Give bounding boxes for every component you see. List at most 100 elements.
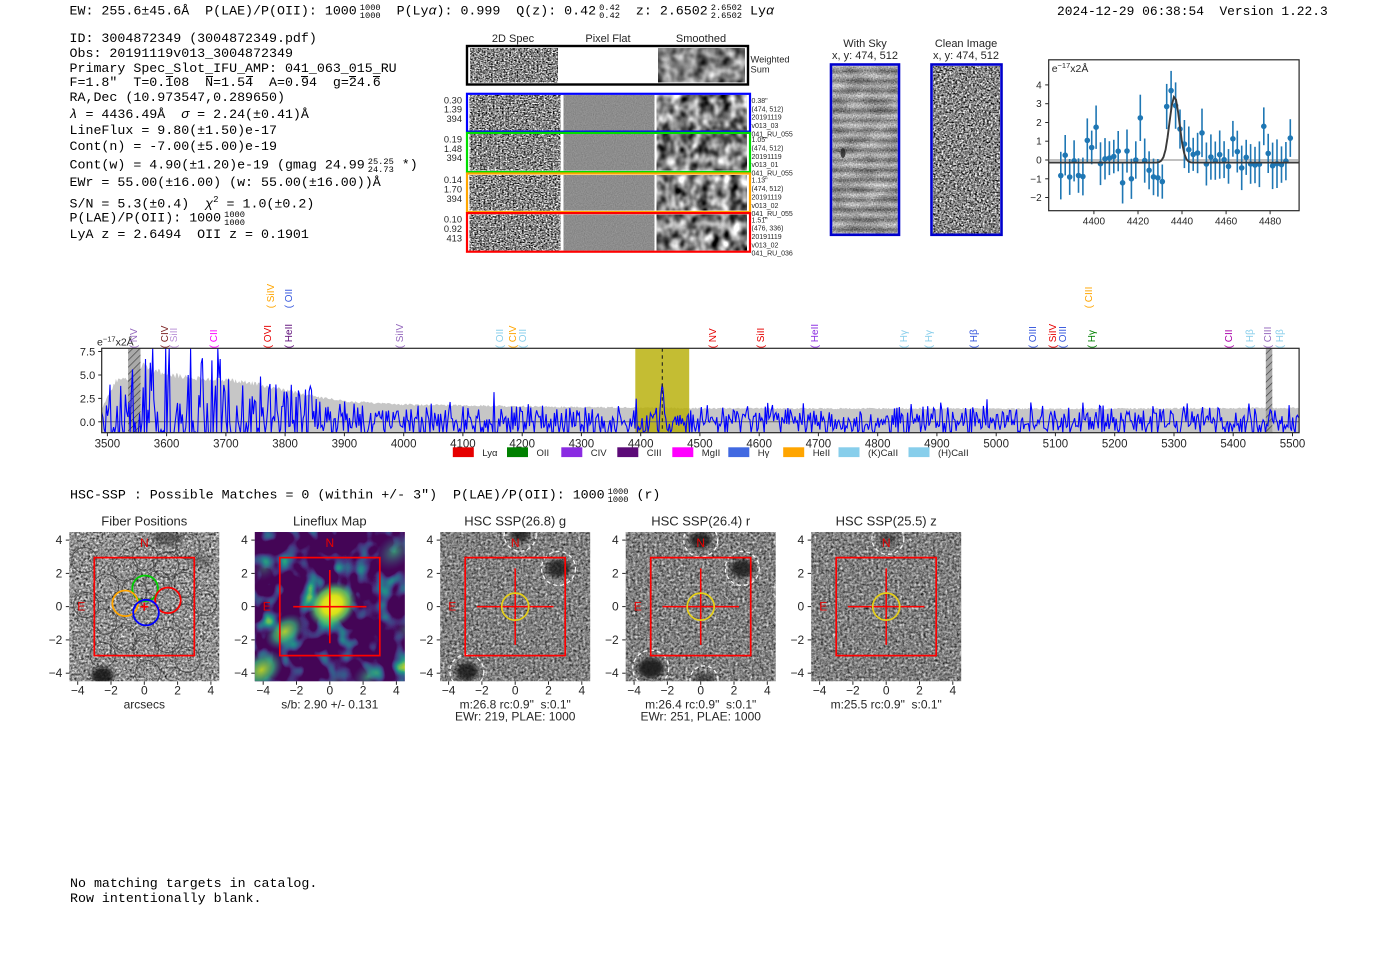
svg-text:−2: −2 (475, 684, 489, 698)
svg-text:0: 0 (56, 600, 63, 614)
svg-text:3800: 3800 (272, 439, 298, 451)
svg-text:N: N (325, 536, 334, 550)
svg-text:( Hγ: ( Hγ (924, 330, 935, 348)
svg-text:x, y: 474, 512: x, y: 474, 512 (933, 50, 999, 62)
svg-text:5200: 5200 (1102, 439, 1128, 451)
svg-text:−2: −2 (605, 633, 619, 647)
svg-text:EWr: 219, PLAE: 1000: EWr: 219, PLAE: 1000 (455, 710, 576, 724)
svg-text:394: 394 (446, 153, 462, 163)
svg-text:1.13": 1.13" (752, 178, 769, 185)
svg-text:E: E (819, 600, 827, 614)
svg-text:0.19: 0.19 (444, 134, 462, 144)
svg-text:−2: −2 (420, 633, 434, 647)
svg-text:1.39: 1.39 (444, 105, 462, 115)
svg-text:−2: −2 (290, 684, 304, 698)
svg-text:CIV: CIV (591, 448, 608, 459)
svg-text:4480: 4480 (1259, 217, 1282, 228)
svg-text:( CII: ( CII (1224, 329, 1235, 348)
svg-text:3700: 3700 (213, 439, 239, 451)
svg-text:2: 2 (545, 684, 552, 698)
svg-text:4: 4 (241, 533, 248, 547)
svg-text:−2: −2 (846, 684, 860, 698)
svg-text:041_RU_055: 041_RU_055 (752, 171, 793, 178)
svg-text:( NV: ( NV (129, 328, 140, 348)
svg-text:1.70: 1.70 (444, 184, 462, 194)
svg-text:( SiIV: ( SiIV (1048, 324, 1059, 349)
svg-text:1.05": 1.05" (752, 137, 769, 144)
svg-text:0: 0 (241, 600, 248, 614)
svg-text:1.48: 1.48 (444, 144, 462, 154)
svg-text:( Hγ: ( Hγ (899, 330, 910, 348)
svg-text:Sum: Sum (751, 65, 770, 75)
svg-text:4420: 4420 (1127, 217, 1150, 228)
svg-text:4: 4 (56, 533, 63, 547)
svg-text:( SiIV: ( SiIV (266, 284, 277, 309)
svg-text:2: 2 (427, 566, 434, 580)
svg-text:(H)CaII: (H)CaII (938, 448, 969, 459)
svg-text:0: 0 (1036, 156, 1042, 167)
svg-text:HeII: HeII (813, 448, 830, 459)
svg-text:−4: −4 (71, 684, 85, 698)
svg-text:20191119: 20191119 (752, 234, 782, 241)
svg-text:1: 1 (1036, 137, 1042, 148)
svg-text:−4: −4 (605, 666, 619, 680)
svg-text:OII: OII (537, 448, 550, 459)
svg-text:s/b: 2.90 +/- 0.131: s/b: 2.90 +/- 0.131 (281, 698, 378, 712)
svg-text:−4: −4 (256, 684, 270, 698)
svg-text:7.5: 7.5 (80, 347, 95, 359)
svg-text:( OIII: ( OIII (1058, 326, 1069, 348)
svg-text:v013_03: v013_03 (752, 123, 779, 130)
svg-text:N: N (882, 536, 891, 550)
svg-text:5.0: 5.0 (80, 370, 95, 382)
svg-text:−4: −4 (420, 666, 434, 680)
svg-text:4700: 4700 (806, 439, 832, 451)
svg-text:0: 0 (697, 684, 704, 698)
svg-text:0.38": 0.38" (752, 98, 769, 105)
svg-text:( OII: ( OII (518, 329, 529, 348)
svg-text:2: 2 (56, 566, 63, 580)
svg-text:( CIII: ( CIII (1263, 327, 1274, 349)
svg-text:3500: 3500 (95, 439, 121, 451)
svg-text:0.30: 0.30 (444, 95, 462, 105)
svg-text:3900: 3900 (332, 439, 358, 451)
svg-text:20191119: 20191119 (752, 115, 782, 122)
svg-text:HSC SSP(25.5) z: HSC SSP(25.5) z (836, 514, 937, 529)
svg-text:2: 2 (612, 566, 619, 580)
svg-text:( OIII: ( OIII (1028, 326, 1039, 348)
svg-text:4460: 4460 (1215, 217, 1238, 228)
svg-text:(476, 336): (476, 336) (752, 226, 784, 233)
svg-text:( OII: ( OII (284, 289, 295, 308)
svg-text:( CII: ( CII (209, 329, 220, 348)
svg-text:m:26.4 rc:0.9" s:0.1": m:26.4 rc:0.9" s:0.1" (645, 698, 756, 712)
svg-text:2.5: 2.5 (80, 393, 95, 405)
svg-text:( Hβ: ( Hβ (1275, 329, 1286, 348)
svg-text:MgII: MgII (702, 448, 720, 459)
svg-text:(474, 512): (474, 512) (752, 145, 784, 152)
svg-text:v013_02: v013_02 (752, 242, 779, 249)
svg-text:2: 2 (360, 684, 367, 698)
svg-text:0.14: 0.14 (444, 175, 462, 185)
svg-text:Hγ: Hγ (758, 448, 770, 459)
svg-text:Smoothed: Smoothed (676, 33, 726, 45)
svg-text:4: 4 (949, 684, 956, 698)
svg-text:−4: −4 (627, 684, 641, 698)
svg-text:E: E (263, 600, 271, 614)
svg-text:413: 413 (446, 233, 462, 243)
svg-text:−4: −4 (49, 666, 63, 680)
svg-text:0: 0 (141, 684, 148, 698)
svg-text:1.51": 1.51" (752, 217, 769, 224)
svg-text:( CIV: ( CIV (160, 325, 171, 348)
svg-text:E: E (448, 600, 456, 614)
svg-text:CIII: CIII (647, 448, 662, 459)
svg-text:041_RU_036: 041_RU_036 (752, 251, 793, 258)
svg-text:E: E (634, 600, 642, 614)
svg-text:4: 4 (427, 533, 434, 547)
svg-text:x, y: 474, 512: x, y: 474, 512 (832, 50, 898, 62)
svg-text:4: 4 (393, 684, 400, 698)
svg-text:m:26.8 rc:0.9" s:0.1": m:26.8 rc:0.9" s:0.1" (460, 698, 571, 712)
svg-text:2: 2 (731, 684, 738, 698)
svg-text:4: 4 (1036, 80, 1042, 91)
svg-text:−2: −2 (1030, 193, 1042, 204)
svg-text:0.10: 0.10 (444, 215, 462, 225)
svg-text:4: 4 (798, 533, 805, 547)
